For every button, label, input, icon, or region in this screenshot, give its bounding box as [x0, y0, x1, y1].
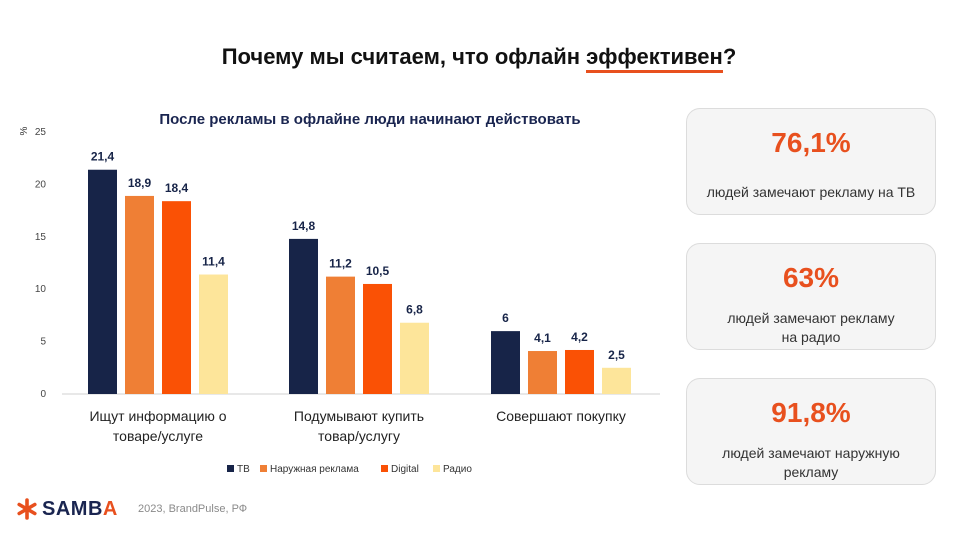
y-tick-label: 5 [40, 337, 46, 348]
bar-3-0 [199, 274, 228, 394]
x-category-label: товаре/услуге [113, 428, 203, 444]
y-tick-label: 15 [35, 232, 47, 243]
legend-swatch-1 [260, 465, 267, 472]
bar-2-1 [363, 283, 392, 394]
bar-chart: % 0 5 10 15 20 25 21,4 14,8 6 18,9 11,2 4,1 18,4 10,5 4… [19, 126, 660, 475]
stat-desc-outdoor: людей замечают наружную рекламу [697, 444, 925, 482]
page-title-end: ? [722, 44, 737, 69]
data-label: 10,5 [366, 264, 390, 278]
page-title-highlight: эффективен [586, 44, 723, 73]
x-category-label: Подумывают купить [294, 408, 424, 424]
data-label: 6 [502, 311, 509, 325]
data-label: 4,1 [534, 331, 551, 345]
y-tick-label: 20 [35, 179, 47, 190]
logo-text: SAMBA [42, 498, 118, 521]
legend-label-2: Digital [391, 464, 419, 475]
bar-0-0 [88, 169, 117, 394]
legend-label-1: Наружная реклама [270, 464, 359, 475]
stat-value-outdoor: 91,8% [771, 397, 851, 428]
samba-logo: SAMBA [16, 497, 118, 521]
data-label: 4,2 [571, 330, 588, 344]
data-label: 21,4 [91, 150, 115, 164]
x-category-label: товар/услугу [318, 428, 400, 444]
bar-0-2 [491, 331, 520, 394]
bar-1-0 [125, 195, 154, 394]
stat-card-radio: 63% людей замечают рекламу на радио [686, 243, 936, 350]
stat-value-radio: 63% [782, 262, 840, 293]
bar-0-1 [289, 238, 318, 394]
data-label: 11,2 [329, 257, 352, 271]
stat-desc-tv: людей замечают рекламу на ТВ [706, 184, 916, 200]
x-category-label: Совершают покупку [496, 408, 626, 424]
source-note: 2023, BrandPulse, РФ [138, 503, 248, 515]
bar-3-1 [400, 322, 429, 394]
stat-desc-outdoor-line2: рекламу [783, 464, 839, 480]
data-label: 18,9 [128, 176, 152, 190]
legend-swatch-0 [227, 465, 234, 472]
data-label: 18,4 [165, 181, 189, 195]
logo-text-accent: A [102, 497, 118, 520]
stat-card-outdoor: 91,8% людей замечают наружную рекламу [686, 378, 936, 485]
stat-desc-radio: людей замечают рекламу на радио [697, 309, 925, 347]
stat-desc-radio-line2: на радио [781, 329, 841, 345]
legend-swatch-3 [433, 465, 440, 472]
bar-1-2 [528, 351, 557, 394]
y-tick-label: 25 [35, 127, 47, 138]
bar-1-1 [326, 276, 355, 394]
bar-2-0 [162, 201, 191, 394]
stat-card-tv: 76,1% людей замечают рекламу на ТВ [686, 108, 936, 215]
asterisk-star-icon [17, 498, 37, 520]
legend-label-0: ТВ [237, 464, 250, 475]
page-title-main: Почему мы считаем, что офлайн [221, 44, 587, 69]
data-label: 6,8 [406, 303, 423, 317]
stat-desc-outdoor-line1: людей замечают наружную [722, 445, 900, 461]
bar-2-2 [565, 349, 594, 394]
y-tick-label: 10 [35, 284, 47, 295]
page-title: Почему мы считаем, что офлайн эффективен… [0, 44, 958, 73]
legend-swatch-2 [381, 465, 388, 472]
stat-desc-radio-line1: людей замечают рекламу [727, 310, 895, 326]
legend-label-3: Радио [443, 464, 472, 475]
data-label: 2,5 [608, 348, 625, 362]
logo-text-main: SAMB [42, 497, 103, 520]
y-axis-label: % [19, 126, 30, 135]
x-category-label: Ищут информацию о [89, 408, 226, 424]
bar-3-2 [602, 367, 631, 394]
data-label: 14,8 [292, 219, 316, 233]
y-tick-label: 0 [40, 389, 46, 400]
stat-value-tv: 76,1% [771, 127, 851, 158]
data-label: 11,4 [202, 255, 225, 269]
chart-title: После рекламы в офлайне люди начинают де… [159, 111, 581, 128]
